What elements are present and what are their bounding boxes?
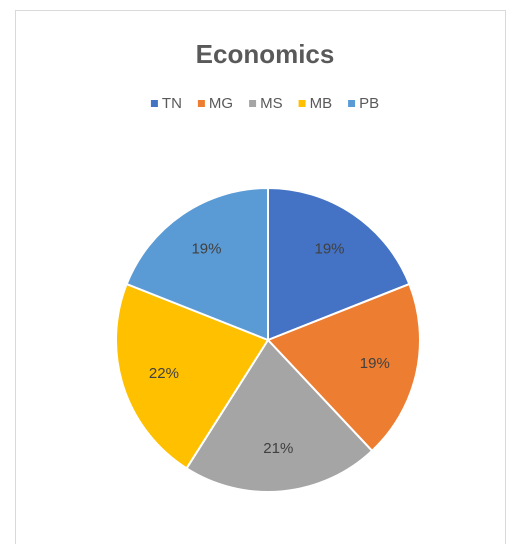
legend-swatch [298, 100, 306, 107]
pie-slice [185, 338, 374, 493]
data-label: 19% [191, 240, 221, 257]
legend-swatch [150, 100, 158, 107]
chart-title: Economics [196, 39, 335, 69]
legend-label: MG [209, 95, 233, 112]
legend-label: MB [310, 95, 333, 112]
legend-label: PB [359, 95, 379, 112]
data-label: 21% [263, 440, 293, 457]
data-label: 19% [314, 240, 344, 257]
legend-label: MS [260, 95, 283, 112]
pie-slice [125, 186, 269, 342]
data-label: 22% [149, 365, 179, 382]
legend-swatch [348, 100, 356, 107]
legend-swatch [249, 100, 257, 107]
pie-slice [115, 282, 270, 470]
legend-swatch [197, 100, 205, 107]
legend-label: TN [162, 95, 182, 112]
pie-slice [267, 186, 411, 342]
data-label: 19% [360, 355, 390, 372]
pie-slice [266, 282, 421, 453]
